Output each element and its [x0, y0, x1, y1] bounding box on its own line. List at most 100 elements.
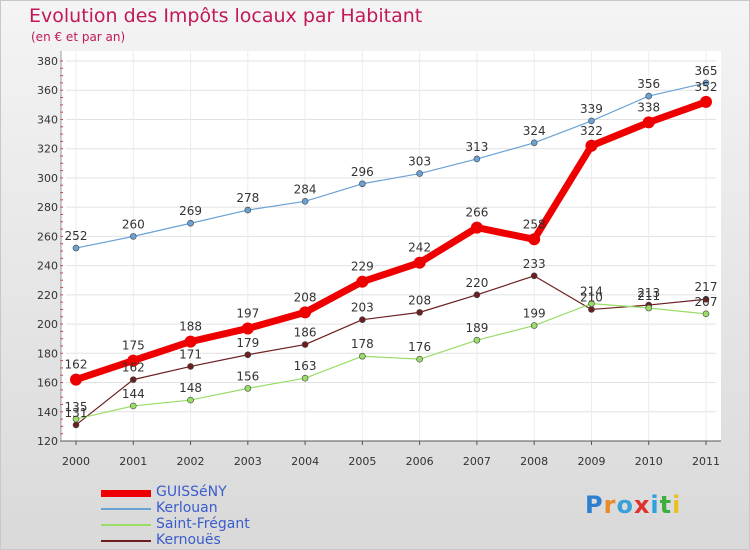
y-tick-label: 380	[37, 55, 58, 68]
chart-subtitle: (en € et par an)	[31, 30, 126, 44]
data-label: 179	[236, 336, 259, 350]
data-point	[585, 139, 598, 152]
data-label: 266	[465, 206, 488, 220]
data-point	[588, 306, 595, 313]
data-label: 229	[351, 260, 374, 274]
data-point	[187, 363, 194, 370]
data-label: 258	[523, 217, 546, 231]
data-point	[301, 341, 309, 348]
legend-swatch	[101, 524, 151, 526]
data-point	[528, 233, 541, 246]
data-point	[187, 396, 194, 404]
x-tick-label: 2001	[119, 455, 147, 468]
data-label: 260	[122, 217, 145, 231]
data-point	[416, 170, 423, 177]
data-label: 175	[122, 339, 145, 353]
logo-letter: P	[585, 491, 604, 519]
data-point	[187, 219, 194, 227]
plot-area	[61, 51, 721, 441]
chart-title: Evolution des Impôts locaux par Habitant	[29, 5, 423, 27]
data-point	[588, 300, 595, 307]
y-tick-label: 200	[37, 318, 58, 331]
data-label: 131	[65, 406, 88, 420]
axes: 120 140 160 180 200 220 240 260 280 300 320 340 360 3…	[37, 51, 721, 468]
data-label: 163	[294, 359, 317, 373]
data-label: 148	[179, 381, 202, 395]
logo-letter: o	[616, 491, 634, 519]
logo-letter: x	[633, 491, 651, 519]
data-point	[301, 374, 309, 382]
data-point	[416, 309, 423, 316]
data-label: 214	[580, 285, 603, 299]
data-label: 197	[236, 306, 259, 320]
data-label: 356	[637, 77, 660, 91]
x-tick-label: 2003	[234, 455, 262, 468]
data-label: 233	[523, 257, 546, 271]
data-point	[530, 139, 538, 147]
data-label: 338	[637, 100, 660, 114]
data-point	[473, 336, 481, 344]
data-label: 171	[179, 347, 202, 361]
data-point	[530, 272, 538, 280]
x-tick-label: 2009	[577, 455, 605, 468]
data-point	[244, 206, 252, 214]
data-label: 269	[179, 204, 202, 218]
data-label: 313	[465, 140, 488, 154]
series-line	[75, 82, 707, 249]
data-label: 322	[580, 124, 603, 138]
data-label: 176	[408, 340, 431, 354]
y-tick-label: 280	[37, 201, 58, 214]
data-point	[702, 79, 710, 87]
data-point	[702, 310, 710, 318]
data-point	[530, 322, 538, 329]
data-point	[129, 376, 137, 383]
y-tick-label: 300	[37, 172, 58, 185]
data-label: 162	[122, 361, 145, 375]
data-label: 352	[695, 80, 718, 94]
data-point	[129, 402, 137, 410]
data-point	[359, 316, 366, 323]
x-tick-label: 2000	[62, 455, 90, 468]
data-labels: 162 175 188 197 208 229 242 266 258 322 338 352 252 2…	[65, 64, 718, 420]
data-label: 324	[523, 124, 546, 138]
data-point	[473, 291, 481, 299]
data-label: 203	[351, 301, 374, 315]
data-point	[241, 322, 254, 335]
data-label: 178	[351, 337, 374, 351]
data-point	[72, 415, 80, 423]
data-label: 208	[408, 293, 431, 307]
series-line	[75, 303, 707, 420]
series-line	[75, 275, 707, 426]
data-label: 189	[465, 321, 488, 335]
x-tick-label: 2008	[520, 455, 548, 468]
y-tick-label: 180	[37, 347, 58, 360]
data-point	[299, 306, 312, 319]
series-line	[74, 98, 708, 383]
data-point	[588, 117, 595, 125]
logo-letter: t	[659, 491, 673, 519]
x-tick-label: 2006	[406, 455, 434, 468]
x-tick-label: 2004	[291, 455, 319, 468]
data-label: 220	[465, 276, 488, 290]
data-point	[129, 233, 137, 240]
logo-letter: r	[603, 491, 617, 519]
data-point	[127, 354, 140, 367]
data-label: 217	[695, 280, 718, 294]
y-tick-label: 220	[37, 289, 58, 302]
data-label: 211	[637, 289, 660, 303]
grid	[61, 51, 721, 442]
data-label: 144	[122, 387, 145, 401]
data-label: 210	[580, 290, 603, 304]
y-tick-label: 340	[37, 113, 58, 126]
data-point	[72, 421, 80, 429]
legend-label: GUISSéNY	[156, 484, 227, 500]
data-point	[72, 244, 80, 252]
data-point	[356, 275, 369, 288]
data-label: 186	[294, 326, 317, 340]
series-lines	[70, 79, 712, 429]
y-tick-label: 240	[37, 260, 58, 273]
legend-label: Kernouës	[156, 532, 221, 548]
data-label: 156	[236, 369, 259, 383]
